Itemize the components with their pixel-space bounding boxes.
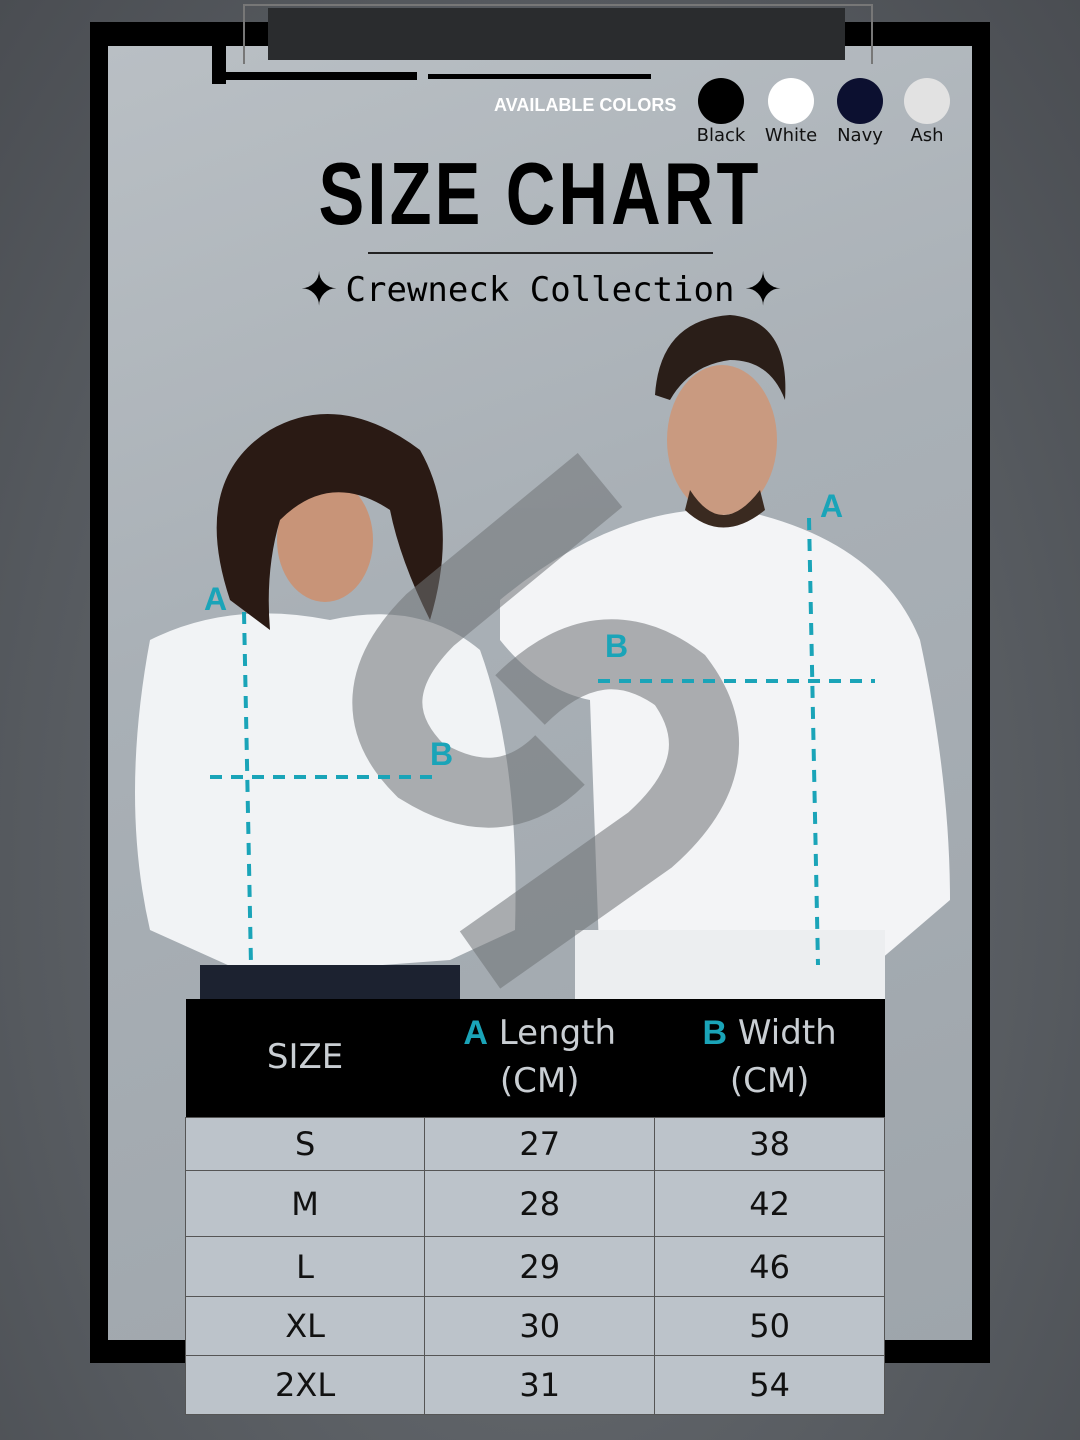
length-cell: 30	[424, 1296, 656, 1356]
woman-length-marker: A	[204, 581, 227, 617]
color-swatch-ash	[904, 78, 950, 124]
decor-line	[212, 72, 417, 80]
woman-width-marker: B	[430, 736, 453, 772]
color-label: Navy	[837, 125, 883, 146]
length-label: Length	[498, 1013, 617, 1054]
length-cell: 31	[424, 1355, 656, 1415]
width-cell: 38	[654, 1117, 885, 1171]
color-label: Black	[696, 125, 746, 146]
watermark-logo	[352, 452, 739, 989]
size-cell: L	[184, 1236, 426, 1297]
size-cell: S	[184, 1117, 426, 1171]
color-swatch-black	[698, 78, 744, 124]
decor-bar	[268, 8, 845, 60]
table-row: XL 30 50	[184, 1296, 885, 1356]
table-row: L 29 46	[184, 1236, 885, 1297]
size-cell: XL	[184, 1296, 426, 1356]
size-cell: 2XL	[184, 1355, 426, 1415]
man-length-line	[807, 517, 820, 966]
woman-model	[135, 414, 516, 1000]
size-table: SIZE A Length (CM) B Width (CM) S 27 38 …	[184, 999, 885, 1415]
header-length: A Length (CM)	[424, 999, 655, 1118]
width-cell: 46	[654, 1236, 885, 1297]
width-cell: 42	[654, 1170, 885, 1237]
title-divider	[368, 252, 713, 254]
page-title: SIZE CHART	[318, 144, 762, 243]
decor-outline	[243, 4, 873, 64]
color-label: Ash	[910, 125, 944, 146]
length-cell: 27	[424, 1117, 656, 1171]
header-size: SIZE	[185, 999, 425, 1118]
color-label: White	[764, 125, 818, 146]
width-letter: B	[702, 1014, 728, 1053]
table-row: M 28 42	[184, 1170, 885, 1237]
decor-line	[428, 74, 651, 79]
sparkle-icon: ✦	[299, 262, 339, 316]
color-swatch-navy	[837, 78, 883, 124]
width-cell: 54	[654, 1355, 885, 1415]
header-width: B Width (CM)	[654, 999, 885, 1118]
available-colors-label: AVAILABLE COLORS	[494, 95, 677, 115]
width-label: Width	[737, 1013, 837, 1054]
width-unit: (CM)	[729, 1061, 810, 1101]
length-unit: (CM)	[499, 1061, 580, 1101]
woman-length-line	[242, 611, 253, 966]
man-length-marker: A	[820, 488, 843, 524]
table-row: 2XL 31 54	[184, 1355, 885, 1415]
subtitle: Crewneck Collection	[345, 270, 735, 310]
length-letter: A	[463, 1014, 488, 1053]
color-swatch-white	[768, 78, 814, 124]
width-cell: 50	[654, 1296, 885, 1356]
length-cell: 29	[424, 1236, 656, 1297]
size-cell: M	[184, 1170, 426, 1237]
sparkle-icon: ✦	[743, 262, 783, 316]
table-header-row: SIZE A Length (CM) B Width (CM)	[185, 999, 885, 1118]
man-width-marker: B	[605, 628, 628, 664]
length-cell: 28	[424, 1170, 656, 1237]
table-row: S 27 38	[184, 1117, 885, 1171]
